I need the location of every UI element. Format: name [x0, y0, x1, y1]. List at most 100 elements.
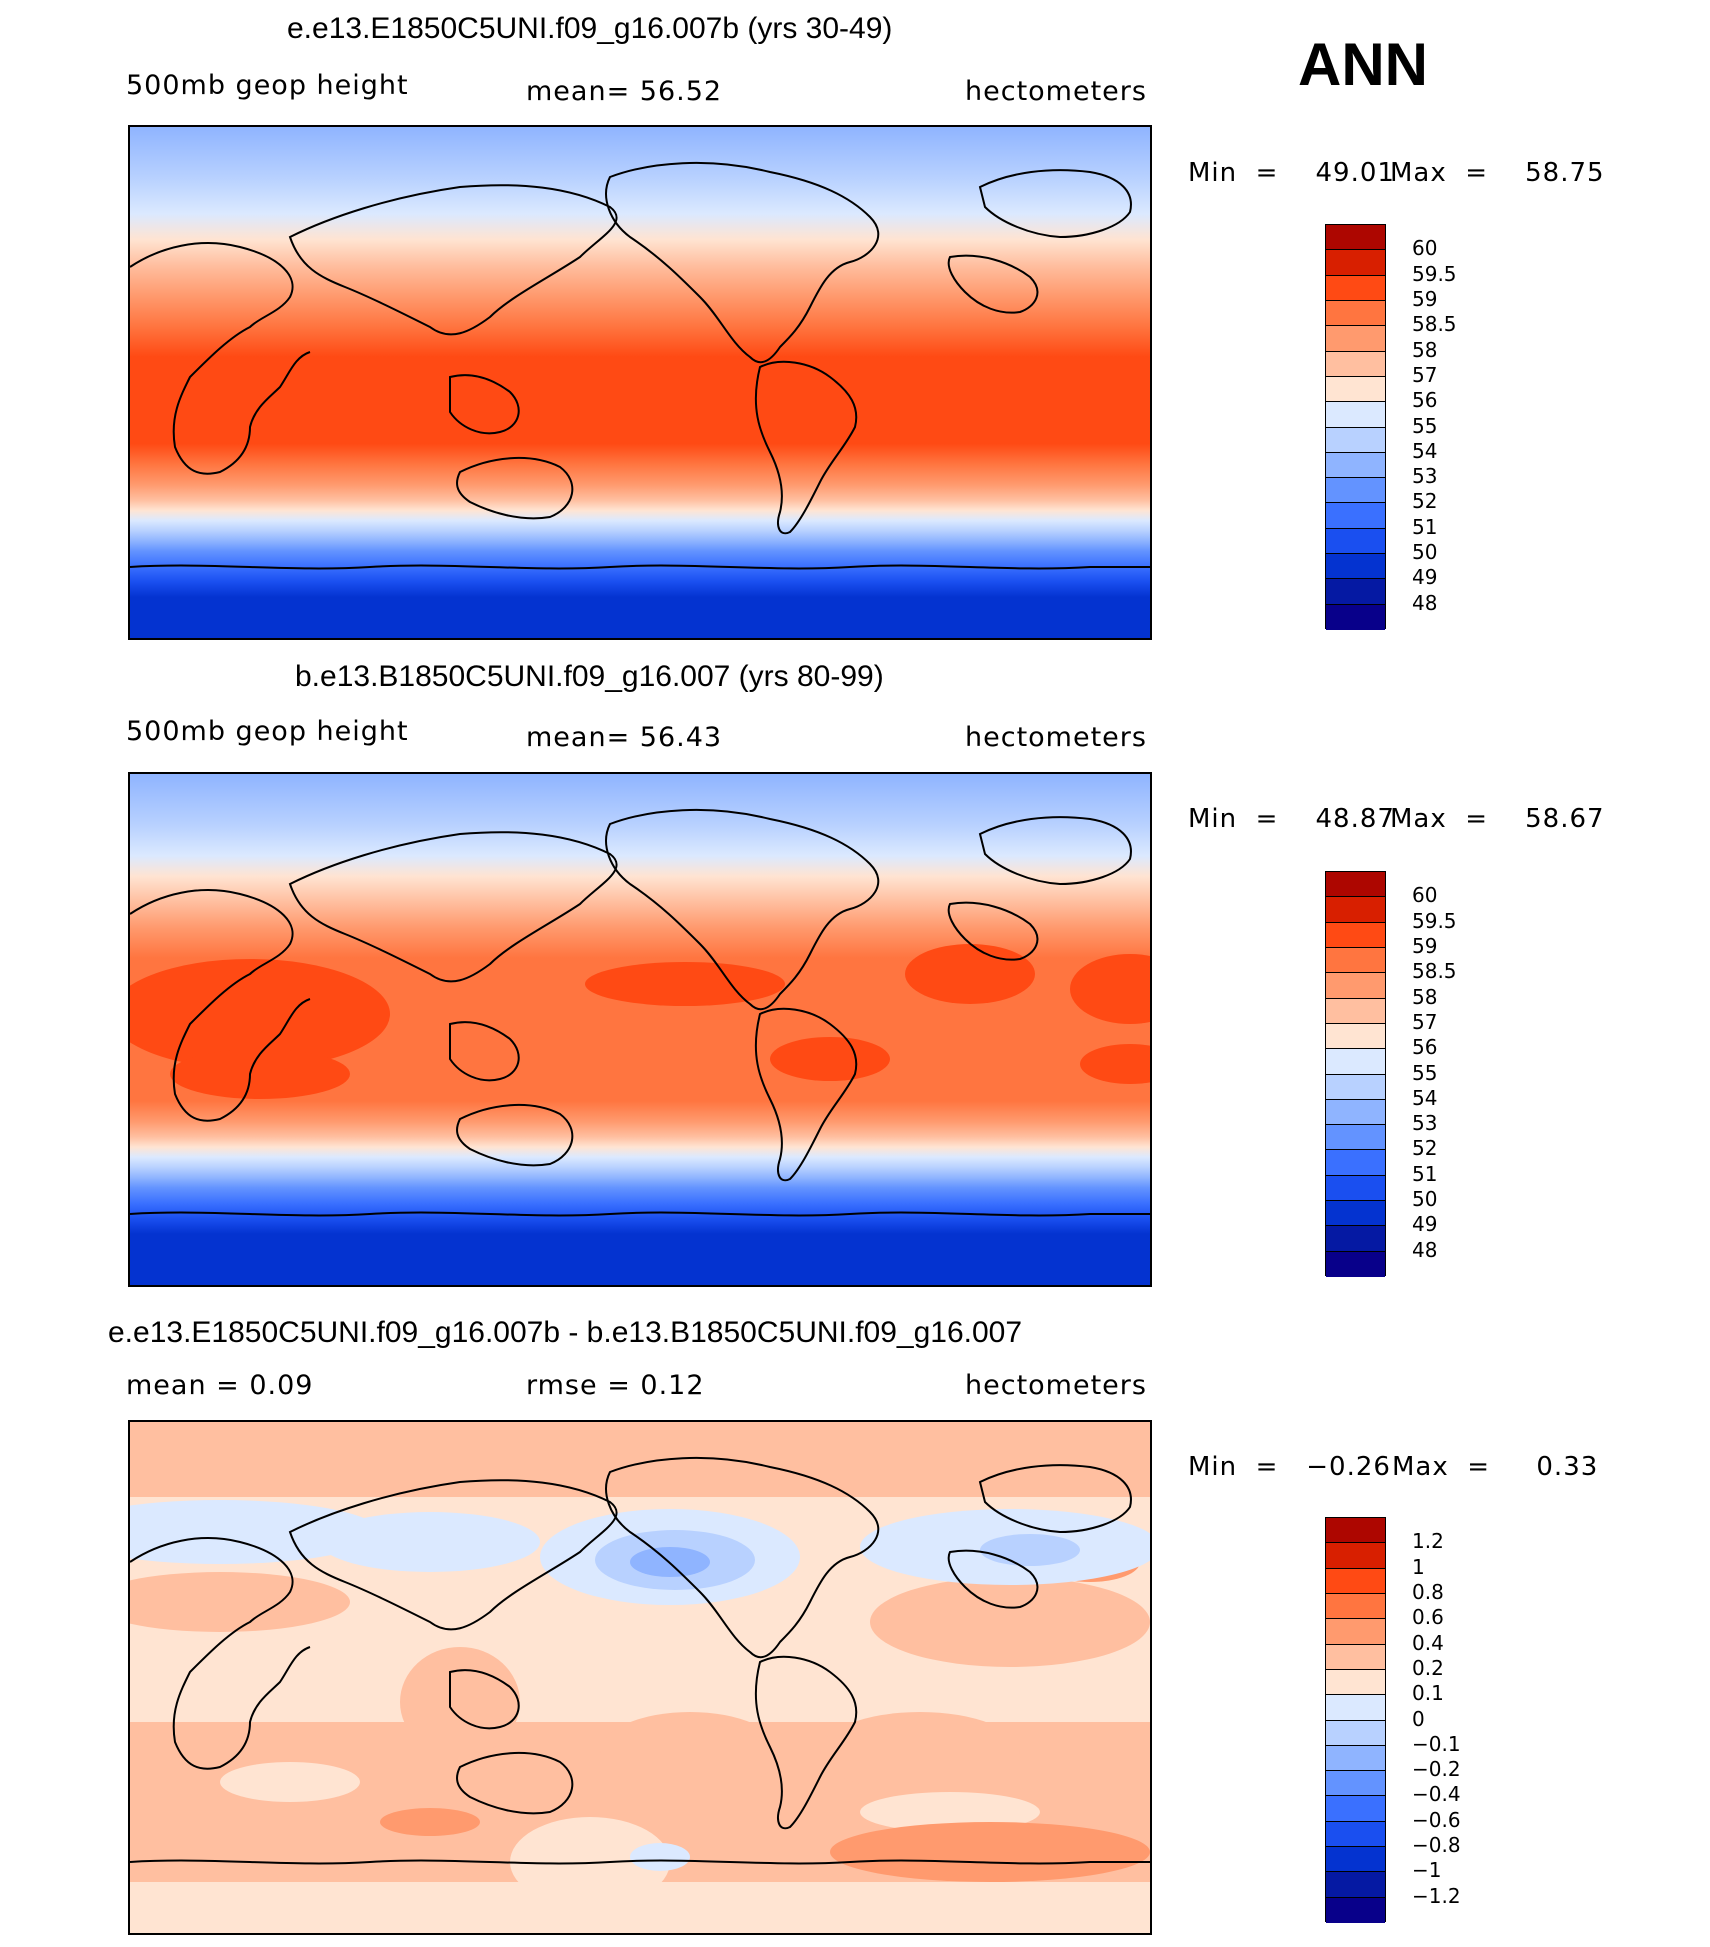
colorbar-tick-label: −1.2	[1412, 1883, 1461, 1908]
colorbar-tick-label: 48	[1412, 590, 1438, 615]
colorbar-band	[1326, 1226, 1385, 1252]
colorbar-band	[1326, 1568, 1385, 1594]
colorbar-tick-label: 56	[1412, 388, 1438, 413]
colorbar-band	[1326, 402, 1385, 428]
colorbar-tick-label: 52	[1412, 489, 1438, 514]
panel3-map	[128, 1420, 1152, 1935]
colorbar-band	[1326, 1049, 1385, 1075]
colorbar-band	[1326, 250, 1385, 276]
colorbar-band	[1326, 1251, 1385, 1277]
colorbar-band	[1326, 604, 1385, 630]
colorbar-band	[1326, 1669, 1385, 1696]
colorbar-tick-label: 53	[1412, 1111, 1438, 1136]
colorbar-tick-label: 56	[1412, 1035, 1438, 1060]
colorbar-tick-label: 53	[1412, 464, 1438, 489]
colorbar-tick-label: −0.4	[1412, 1782, 1461, 1807]
colorbar-band	[1326, 376, 1385, 403]
panel1-map	[128, 125, 1152, 640]
colorbar-tick-label: 50	[1412, 540, 1438, 565]
panel1-mean: mean= 56.52	[526, 76, 723, 107]
colorbar-band	[1326, 478, 1385, 504]
panel3-rmse: rmse = 0.12	[526, 1370, 705, 1401]
panel1-variable: 500mb geop height	[126, 70, 409, 101]
colorbar-band	[1326, 1593, 1385, 1620]
colorbar-tick-label: 60	[1412, 883, 1438, 908]
colorbar-tick-label: 49	[1412, 1212, 1438, 1237]
colorbar-tick-label: 1	[1412, 1554, 1425, 1579]
colorbar-tick-label: 55	[1412, 413, 1438, 438]
colorbar-band	[1326, 1150, 1385, 1176]
panel2-max: Max = 58.67	[1390, 804, 1605, 834]
colorbar-tick-label: −0.8	[1412, 1833, 1461, 1858]
colorbar-band	[1326, 1074, 1385, 1100]
colorbar-band	[1326, 275, 1385, 301]
panel2-mean: mean= 56.43	[526, 722, 723, 753]
colorbar-tick-label: −0.6	[1412, 1807, 1461, 1832]
season-label: ANN	[1298, 31, 1428, 98]
colorbar-band	[1326, 1695, 1385, 1721]
colorbar-tick-label: 57	[1412, 362, 1438, 387]
colorbar-tick-label: 0.2	[1412, 1655, 1444, 1680]
panel2-colorbar	[1325, 871, 1386, 1277]
panel2-title: b.e13.B1850C5UNI.f09_g16.007 (yrs 80-99)	[295, 660, 884, 693]
colorbar-tick-label: 0.6	[1412, 1605, 1444, 1630]
colorbar-band	[1326, 897, 1385, 923]
colorbar-tick-label: 59.5	[1412, 908, 1457, 933]
panel3-title: e.e13.E1850C5UNI.f09_g16.007b - b.e13.B1…	[108, 1316, 1023, 1349]
colorbar-tick-label: 1.2	[1412, 1529, 1444, 1554]
colorbar-tick-label: 59	[1412, 286, 1438, 311]
colorbar-band	[1326, 1099, 1385, 1126]
colorbar-band	[1326, 1796, 1385, 1822]
colorbar-tick-label: 55	[1412, 1060, 1438, 1085]
colorbar-tick-label: −0.2	[1412, 1757, 1461, 1782]
colorbar-band	[1326, 1619, 1385, 1645]
colorbar-band	[1326, 1897, 1385, 1923]
panel3-mean: mean = 0.09	[126, 1370, 314, 1401]
colorbar-tick-label: 54	[1412, 438, 1438, 463]
colorbar-band	[1326, 503, 1385, 529]
colorbar-band	[1326, 1201, 1385, 1227]
panel3-max: Max = 0.33	[1392, 1452, 1599, 1482]
panel3-colorbar	[1325, 1517, 1386, 1923]
colorbar-band	[1326, 225, 1385, 251]
panel3-units: hectometers	[965, 1370, 1147, 1401]
colorbar-tick-label: −0.1	[1412, 1731, 1461, 1756]
colorbar-band	[1326, 973, 1385, 999]
panel1-colorbar	[1325, 224, 1386, 630]
colorbar-band	[1326, 1720, 1385, 1746]
colorbar-band	[1326, 1644, 1385, 1670]
panel1-max: Max = 58.75	[1390, 158, 1605, 188]
colorbar-tick-label: 49	[1412, 565, 1438, 590]
colorbar-band	[1326, 554, 1385, 580]
colorbar-tick-label: 54	[1412, 1085, 1438, 1110]
colorbar-band	[1326, 1518, 1385, 1544]
panel3-min: Min = −0.26	[1188, 1452, 1391, 1482]
colorbar-band	[1326, 872, 1385, 898]
colorbar-band	[1326, 1745, 1385, 1772]
panel2-variable: 500mb geop height	[126, 716, 409, 747]
colorbar-tick-label: 50	[1412, 1187, 1438, 1212]
colorbar-tick-label: 57	[1412, 1009, 1438, 1034]
colorbar-tick-label: 58.5	[1412, 312, 1457, 337]
colorbar-tick-label: 0.1	[1412, 1681, 1444, 1706]
colorbar-band	[1326, 922, 1385, 948]
panel2-min: Min = 48.87	[1188, 804, 1395, 834]
colorbar-tick-label: 59	[1412, 933, 1438, 958]
colorbar-band	[1326, 427, 1385, 453]
panel2-map	[128, 772, 1152, 1287]
panel3-colorbar-labels: 1.2 1 0.8 0.6 0.4 0.2 0.1 0 −0.1 −0.2 −0.4 −0.6 −0.8…	[1412, 1517, 1502, 1922]
colorbar-tick-label: 51	[1412, 1161, 1438, 1186]
colorbar-tick-label: 58.5	[1412, 959, 1457, 984]
panel1-colorbar-labels: 60 59.5 59 58.5 58 57 56 55 54 53 52 51 50 49 48	[1412, 224, 1502, 629]
panel2-colorbar-labels: 60 59.5 59 58.5 58 57 56 55 54 53 52 51 50 49 48	[1412, 871, 1502, 1276]
colorbar-band	[1326, 1175, 1385, 1202]
colorbar-tick-label: 51	[1412, 514, 1438, 539]
colorbar-band	[1326, 1023, 1385, 1050]
colorbar-band	[1326, 1847, 1385, 1873]
colorbar-tick-label: 0.4	[1412, 1630, 1444, 1655]
colorbar-tick-label: 60	[1412, 236, 1438, 261]
colorbar-tick-label: 0.8	[1412, 1579, 1444, 1604]
colorbar-band	[1326, 326, 1385, 352]
colorbar-tick-label: 58	[1412, 337, 1438, 362]
colorbar-band	[1326, 300, 1385, 327]
